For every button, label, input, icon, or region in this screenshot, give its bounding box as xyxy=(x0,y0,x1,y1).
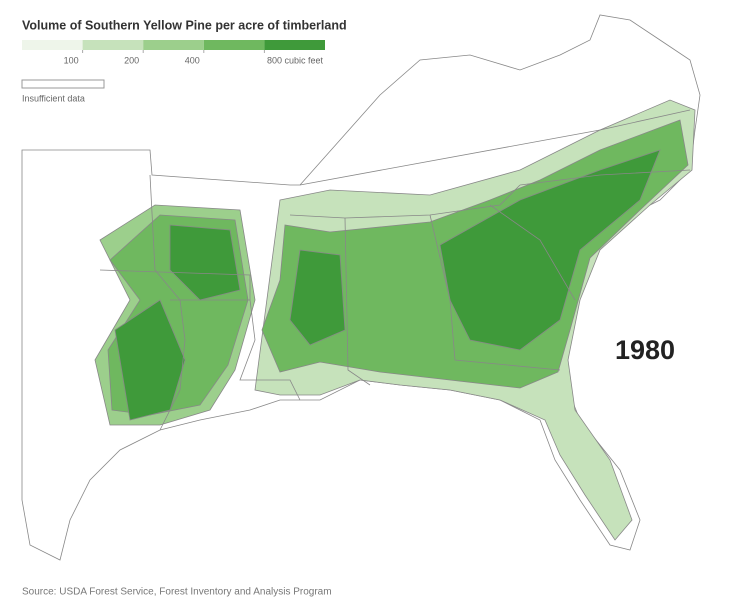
region-fill xyxy=(289,249,346,346)
state-line xyxy=(149,174,186,431)
insufficient-swatch xyxy=(21,79,105,89)
region-fill xyxy=(439,149,661,351)
state-line xyxy=(519,169,691,186)
state-line xyxy=(99,269,251,300)
legend-swatch xyxy=(143,40,204,50)
legend-swatch xyxy=(264,40,325,50)
legend-swatch xyxy=(203,40,265,50)
year-label: 1980 xyxy=(615,335,675,365)
legend-swatch xyxy=(82,40,144,50)
legend: 100 200 400 800 cubic feet xyxy=(22,40,325,65)
state-line xyxy=(429,214,561,371)
state-line xyxy=(489,204,576,301)
title: Volume of Southern Yellow Pine per acre … xyxy=(22,18,347,32)
region-fill xyxy=(169,224,241,301)
region-fill xyxy=(114,299,186,421)
state-line xyxy=(170,299,301,401)
legend-tick-label: 800 cubic feet xyxy=(267,55,324,65)
legend-tick-label: 100 xyxy=(64,55,79,65)
insufficient-label: Insufficient data xyxy=(22,93,85,103)
source: Source: USDA Forest Service, Forest Inve… xyxy=(22,587,332,598)
region-map xyxy=(21,14,701,561)
legend-swatch xyxy=(22,40,83,50)
state-line xyxy=(344,217,371,386)
legend-tick-label: 200 xyxy=(124,55,139,65)
legend-tick-label: 400 xyxy=(185,55,200,65)
state-line xyxy=(299,109,691,186)
